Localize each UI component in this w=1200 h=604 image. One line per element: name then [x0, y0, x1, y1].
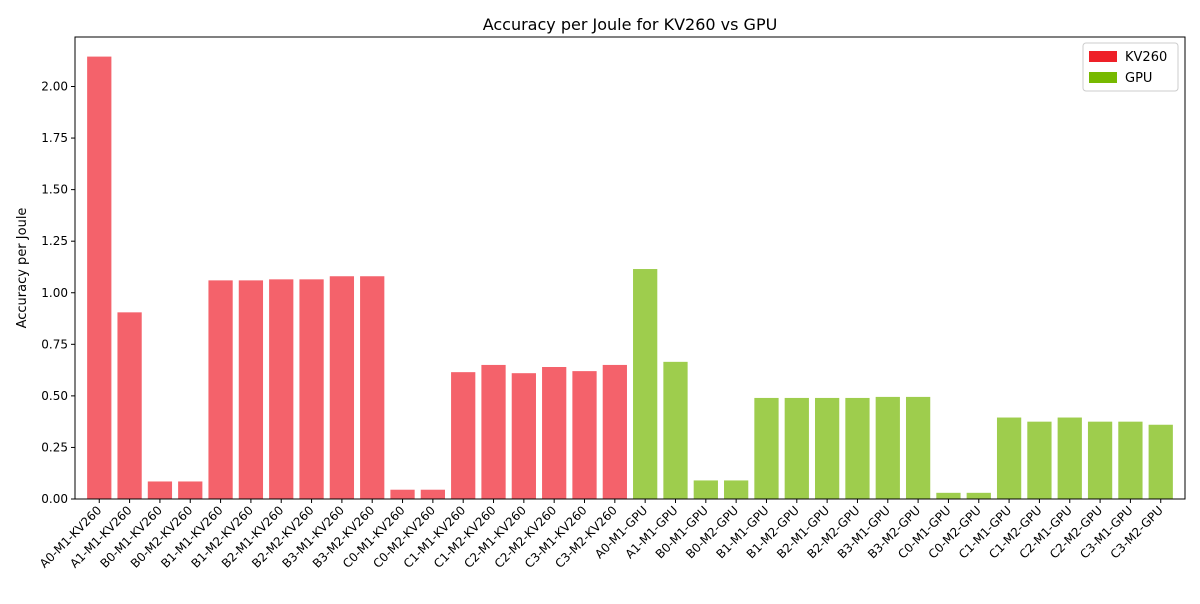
bar-c2-m1-gpu	[1057, 417, 1082, 499]
bar-c3-m2-kv260	[602, 364, 627, 499]
bar-c1-m1-kv260	[451, 372, 476, 499]
y-tick-label: 2.00	[41, 80, 68, 94]
bar-b3-m1-gpu	[875, 396, 900, 499]
bar-b3-m1-kv260	[329, 276, 355, 499]
bar-b1-m2-kv260	[238, 280, 264, 499]
x-axis: A0-M1-KV260A1-M1-KV260B0-M1-KV260B0-M2-K…	[37, 499, 1166, 571]
bar-c1-m2-kv260	[481, 364, 506, 499]
bar-b1-m1-gpu	[754, 397, 779, 499]
bar-c0-m2-gpu	[966, 492, 991, 499]
y-tick-label: 1.75	[41, 131, 68, 145]
plot-frame	[74, 36, 1186, 500]
bar-b3-m2-kv260	[360, 276, 385, 499]
legend-label-gpu: GPU	[1125, 71, 1152, 86]
bar-a0-m1-gpu	[633, 269, 658, 499]
bar-b2-m2-gpu	[845, 397, 870, 499]
y-tick-label: 0.00	[41, 492, 68, 506]
bar-a1-m1-gpu	[663, 361, 688, 499]
bar-c1-m2-gpu	[1027, 421, 1052, 499]
bar-c2-m2-kv260	[542, 367, 567, 499]
y-axis-label: Accuracy per Joule	[15, 208, 30, 329]
legend-swatch-kv260	[1089, 51, 1117, 62]
bar-b3-m2-gpu	[905, 396, 931, 499]
bar-c1-m1-gpu	[996, 417, 1022, 499]
bar-b2-m1-kv260	[269, 279, 294, 499]
bar-c0-m2-kv260	[420, 489, 445, 499]
y-tick-label: 1.25	[41, 234, 68, 248]
bar-b2-m1-gpu	[815, 397, 840, 499]
bar-b1-m1-kv260	[208, 280, 233, 499]
chart-title: Accuracy per Joule for KV260 vs GPU	[483, 15, 778, 34]
y-axis: 0.00 0.25 0.50 0.75 1.00 1.25 1.50 1.75 2.00	[41, 80, 75, 506]
bar-b0-m1-kv260	[147, 481, 173, 499]
y-tick-label: 0.75	[41, 337, 68, 351]
bar-c2-m2-gpu	[1087, 421, 1113, 499]
bar-b0-m2-gpu	[724, 480, 749, 499]
legend: KV260 GPU	[1082, 42, 1179, 92]
y-tick-label: 0.25	[41, 440, 68, 454]
bar-b0-m2-kv260	[178, 481, 203, 499]
bar-b2-m2-kv260	[299, 279, 324, 499]
y-tick-label: 0.50	[41, 389, 68, 403]
bar-c0-m1-kv260	[390, 489, 415, 499]
bar-a1-m1-kv260	[117, 312, 142, 499]
bar-c3-m1-kv260	[572, 371, 597, 499]
bars-group	[87, 56, 1173, 499]
bar-a0-m1-kv260	[87, 56, 112, 499]
bar-c2-m1-kv260	[511, 373, 536, 499]
legend-swatch-gpu	[1089, 72, 1117, 83]
bar-c3-m1-gpu	[1118, 421, 1143, 499]
bar-b0-m1-gpu	[693, 480, 718, 499]
legend-label-kv260: KV260	[1125, 50, 1167, 65]
bar-b1-m2-gpu	[784, 397, 809, 499]
y-tick-label: 1.50	[41, 183, 68, 197]
bar-c0-m1-gpu	[936, 492, 961, 499]
bar-c3-m2-gpu	[1148, 424, 1173, 499]
y-tick-label: 1.00	[41, 286, 68, 300]
